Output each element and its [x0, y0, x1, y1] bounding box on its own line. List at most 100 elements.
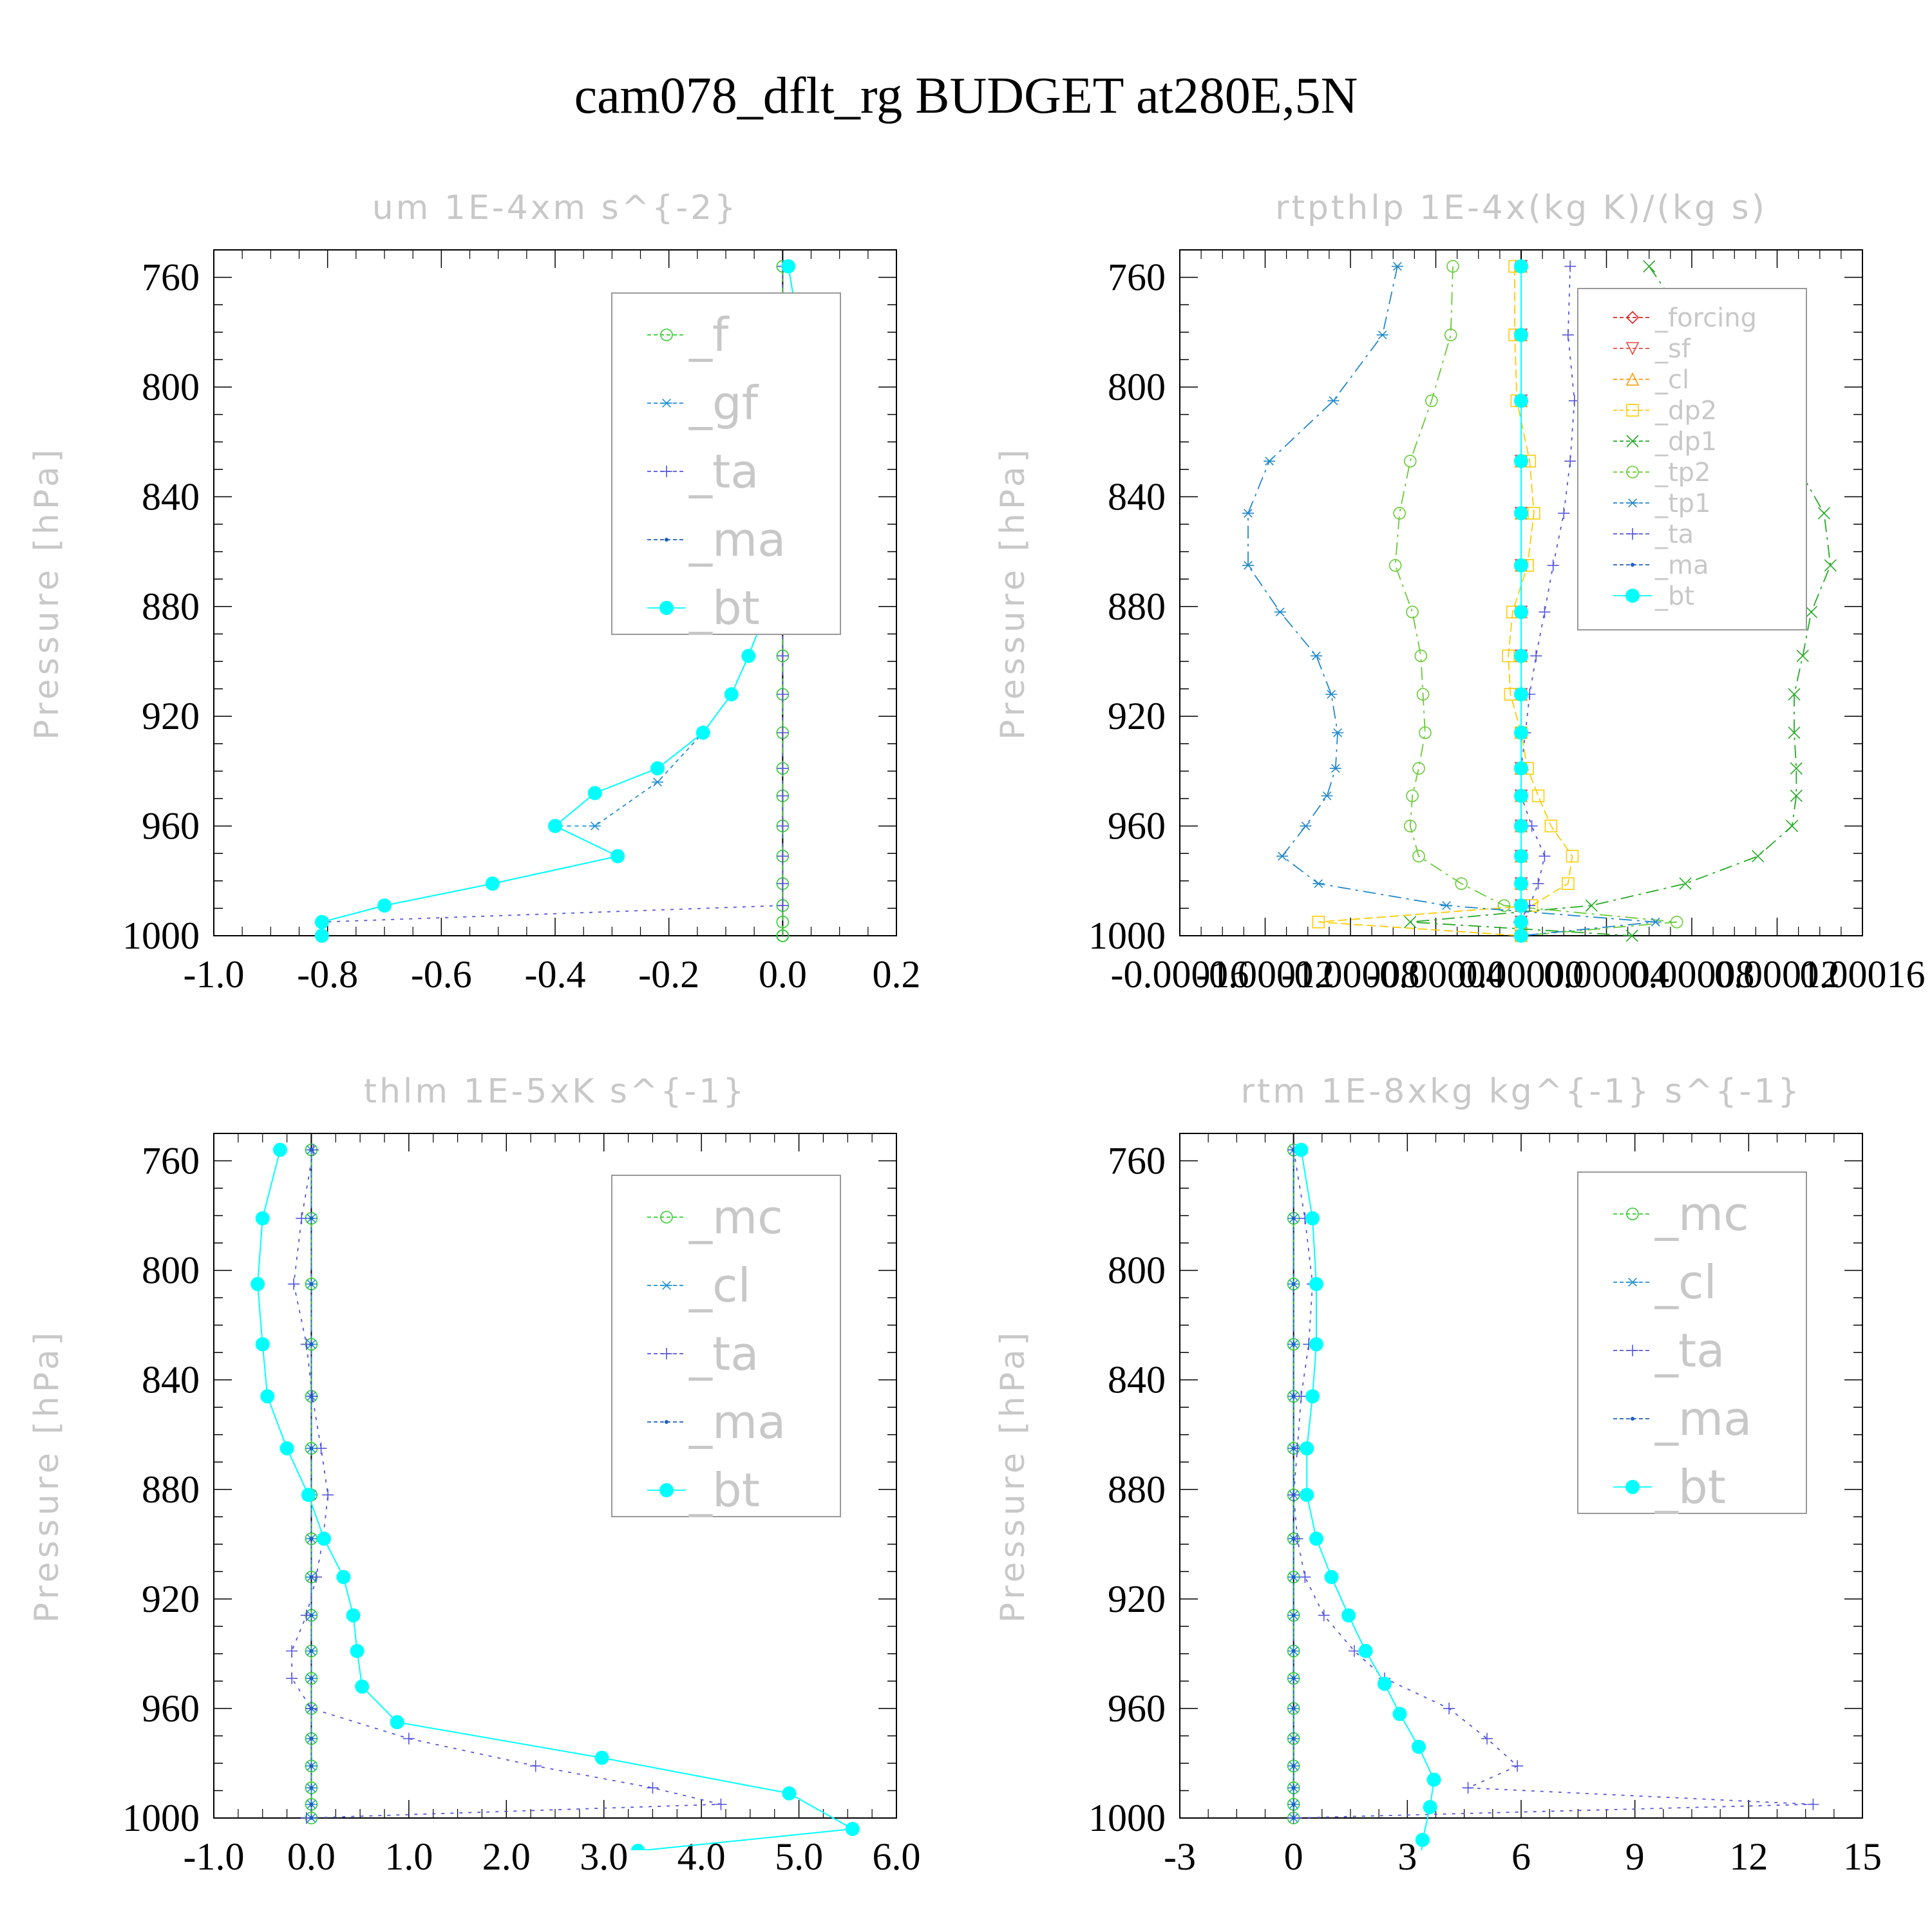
marker-ta	[777, 688, 789, 701]
marker-f	[660, 328, 673, 341]
marker-ma	[1291, 1802, 1296, 1806]
marker-ta	[1807, 1798, 1819, 1810]
y-tick-label: 880	[142, 1468, 200, 1511]
marker-f	[776, 929, 790, 942]
marker-dp1	[1824, 559, 1837, 572]
x-tick-label: -0.00012	[1196, 953, 1334, 996]
y-tick-label: 800	[142, 366, 200, 408]
marker-ma	[309, 1613, 314, 1618]
marker-ta	[1481, 1732, 1493, 1745]
marker-ma	[309, 1649, 314, 1653]
marker-bt	[659, 601, 674, 615]
y-tick-label: 760	[142, 1140, 200, 1182]
marker-ma	[1291, 1446, 1296, 1450]
marker-ta	[1564, 260, 1577, 272]
legend-label: _tp2	[1654, 458, 1711, 488]
series-line-tp2	[1394, 266, 1677, 936]
marker-ma	[665, 1420, 668, 1424]
marker-ma	[1291, 1786, 1296, 1790]
marker-bt	[781, 259, 796, 274]
legend-label: _gf	[688, 376, 759, 430]
marker-dp1	[1585, 899, 1598, 912]
marker-tp1	[1627, 498, 1638, 507]
x-tick-label: 0.00016	[1800, 953, 1926, 996]
marker-ma	[309, 1394, 314, 1399]
marker-ta	[402, 1732, 415, 1745]
marker-ta	[777, 790, 789, 802]
marker-ta	[777, 900, 789, 912]
x-tick-label: 12	[1729, 1835, 1768, 1878]
x-tick-label: 9	[1625, 1835, 1645, 1878]
marker-ta	[1295, 1390, 1307, 1403]
legend-label: _mc	[1654, 1187, 1749, 1241]
legend-label: _bt	[1654, 1460, 1726, 1514]
marker-sf	[1625, 342, 1640, 355]
y-tick-label: 920	[1108, 695, 1166, 737]
marker-bt	[390, 1715, 404, 1730]
marker-ma	[309, 1342, 314, 1347]
marker-ma	[1291, 1216, 1296, 1220]
marker-ma	[1291, 1342, 1296, 1347]
marker-ma	[1631, 563, 1634, 567]
marker-bt	[255, 1337, 270, 1352]
marker-tp1	[1376, 330, 1388, 339]
marker-bt	[1514, 788, 1528, 803]
marker-ta	[777, 820, 789, 832]
series-line-tp1	[1247, 266, 1656, 936]
marker-mc	[1626, 1208, 1639, 1220]
marker-bt	[1514, 454, 1528, 469]
legend-label: _dp1	[1654, 427, 1717, 457]
marker-forcing	[1625, 310, 1640, 325]
panel-thlm: thlm 1E-5xK s^{-1} Pressure [hPa] 760 800 84…	[28, 1072, 921, 1878]
marker-tp1	[1274, 607, 1286, 617]
y-tick-label: 760	[1108, 1140, 1166, 1182]
y-tick-label: 840	[142, 475, 200, 518]
marker-ma	[309, 1537, 314, 1541]
marker-tp1	[1242, 561, 1254, 570]
marker-bt	[1412, 1739, 1426, 1754]
marker-ma	[309, 1446, 314, 1450]
y-tick-label: 760	[142, 256, 200, 299]
marker-bt	[1300, 1488, 1314, 1502]
x-tick-label: 6.0	[873, 1835, 921, 1878]
marker-cl	[1625, 372, 1640, 386]
marker-ta	[1348, 1645, 1360, 1657]
marker-dp1	[1643, 260, 1656, 273]
marker-bt	[1415, 1833, 1430, 1848]
series-line-bt	[257, 1150, 855, 1850]
marker-bt	[346, 1608, 361, 1623]
x-tick-label: 0.0	[287, 1835, 336, 1878]
x-tick-label: 4.0	[677, 1835, 726, 1878]
marker-bt	[1625, 1480, 1640, 1494]
panel-title: rtpthlp 1E-4x(kg K)/(kg s)	[1275, 189, 1767, 227]
marker-gf	[589, 821, 601, 831]
x-tick-label: 2.0	[482, 1835, 531, 1878]
marker-ta	[529, 1760, 542, 1772]
marker-bt	[1514, 605, 1528, 620]
marker-bt	[1514, 259, 1528, 274]
legend-label: _ma	[688, 513, 786, 567]
marker-bt	[336, 1569, 351, 1584]
marker-tp1	[1327, 396, 1340, 406]
marker-bt	[741, 649, 756, 663]
marker-ma	[1291, 1394, 1296, 1399]
marker-dp1	[1679, 877, 1692, 890]
series-line-dp1	[1410, 266, 1832, 936]
marker-mc	[660, 1211, 673, 1224]
marker-bt	[1341, 1608, 1356, 1623]
marker-dp1	[1625, 929, 1638, 942]
marker-tp2	[1403, 455, 1417, 468]
marker-bt	[317, 1531, 332, 1546]
legend-label: _tp1	[1654, 489, 1711, 518]
x-tick-label: 0.2	[873, 953, 921, 996]
marker-bt	[1378, 1676, 1392, 1691]
marker-dp2	[1566, 849, 1579, 863]
marker-bt	[1309, 1337, 1323, 1352]
legend: _f _gf _ta _ma _bt	[611, 292, 841, 635]
marker-ma	[1291, 1613, 1296, 1618]
marker-ta	[1530, 650, 1542, 662]
x-tick-label: -0.00008	[1282, 953, 1420, 996]
marker-ma	[1291, 1649, 1296, 1653]
marker-ta	[322, 1489, 334, 1501]
marker-tp2	[1446, 260, 1459, 273]
